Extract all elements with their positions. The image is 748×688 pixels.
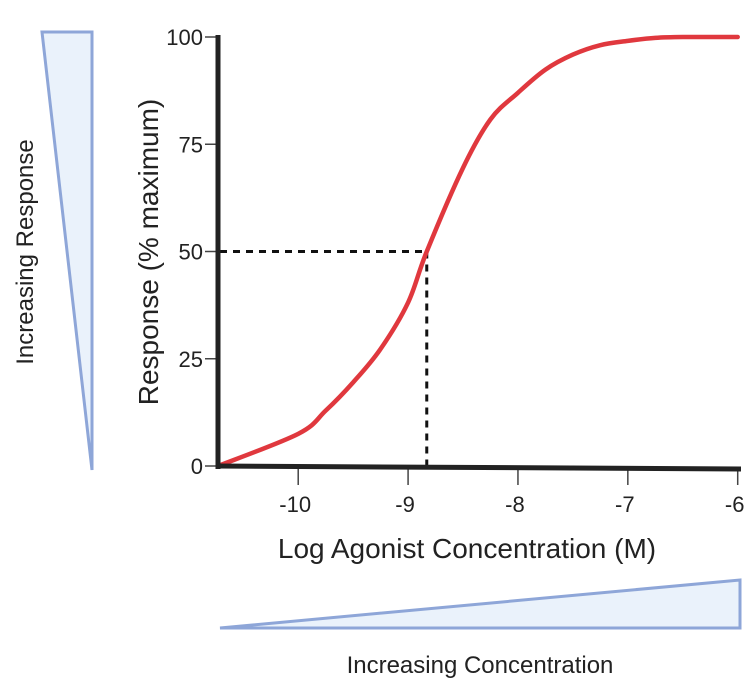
- increasing-response-wedge: [40, 30, 94, 471]
- y-tick-label: 75: [179, 132, 203, 157]
- x-tick-label: -10: [279, 492, 311, 517]
- dose-response-curve: [215, 34, 740, 469]
- increasing-concentration-label: Increasing Concentration: [347, 652, 614, 679]
- increasing-response-label: Increasing Response: [12, 139, 39, 364]
- y-tick-label: 50: [179, 240, 203, 265]
- x-tick-label: -7: [615, 492, 635, 517]
- y-tick-label: 100: [166, 25, 203, 50]
- x-axis-label: Log Agonist Concentration (M): [278, 533, 656, 564]
- x-tick-label: -9: [395, 492, 415, 517]
- increasing-concentration-wedge: [219, 578, 742, 630]
- x-tick-label: -8: [505, 492, 525, 517]
- x-axis: [215, 463, 742, 472]
- y-axis-label: Response (% maximum): [133, 99, 164, 406]
- y-tick-label: 25: [179, 347, 203, 372]
- x-tick-label: -6: [725, 492, 745, 517]
- y-tick-label: 0: [191, 454, 203, 479]
